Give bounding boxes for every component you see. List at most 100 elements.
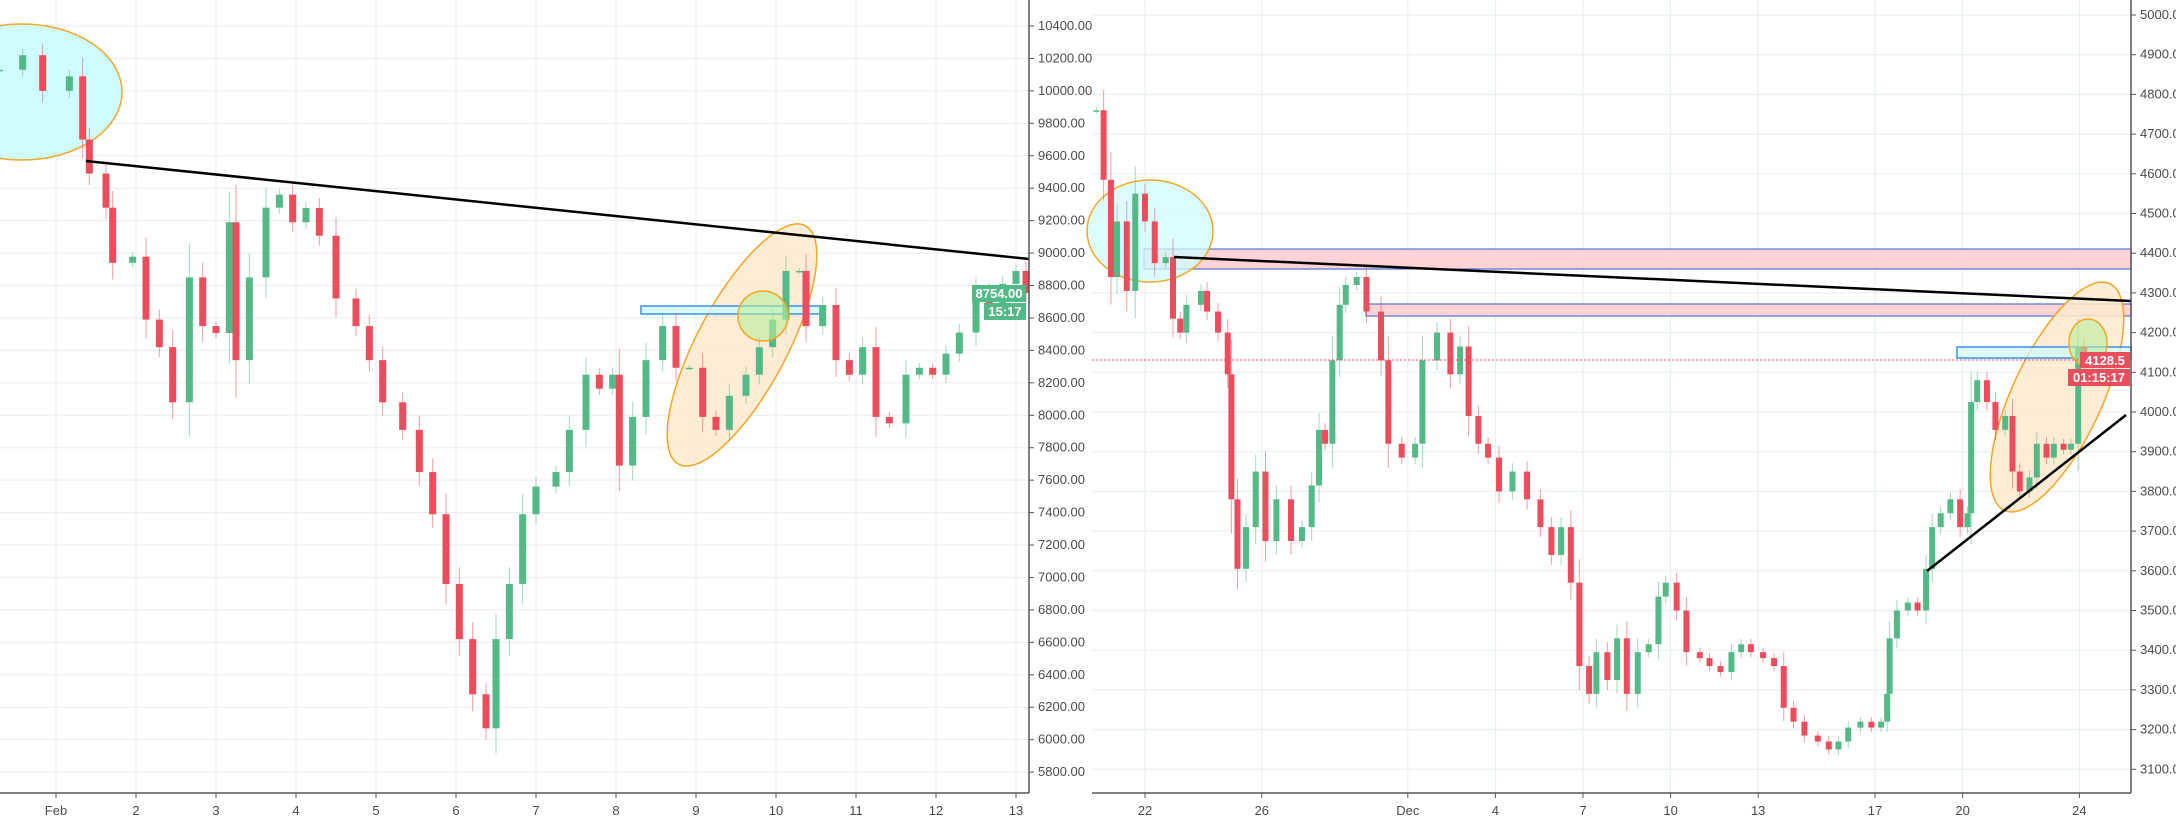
candle-down (1107, 179, 1114, 278)
candle-down (469, 639, 477, 695)
candle-up (642, 360, 650, 417)
candle-up (1308, 485, 1315, 528)
candle-down (1717, 666, 1724, 673)
candle-up (1593, 652, 1600, 694)
candle-down (1747, 644, 1754, 653)
candle-up (2050, 443, 2057, 458)
candle-up (582, 374, 590, 430)
blue-resistance-box[interactable] (640, 305, 822, 315)
candle-down (155, 319, 163, 348)
candle-down (1780, 666, 1787, 708)
x-tick-label: Dec (1396, 803, 1420, 818)
candle-down (142, 256, 150, 320)
candle-up (1093, 110, 1100, 112)
candle-up (1886, 638, 1893, 694)
candle-up (755, 347, 763, 375)
y-tick-label: 4800.0 (2140, 86, 2176, 101)
y-tick-label: 6000.00 (1038, 732, 1085, 747)
candle-up (1857, 721, 1864, 728)
candle-down (2009, 415, 2016, 472)
candle-down (332, 235, 340, 299)
candle-down (1142, 193, 1148, 222)
ascending-trendline-right[interactable] (1926, 414, 2127, 572)
candle-down (1814, 735, 1821, 742)
cyan-highlight-ellipse[interactable] (0, 23, 123, 161)
candle-up (565, 429, 573, 473)
candle-up (1114, 221, 1121, 278)
y-tick-label: 9400.00 (1038, 180, 1085, 195)
green-highlight-circle[interactable] (737, 290, 789, 342)
right-chart-panel: 3100.0 3200.0 3300.0 3400.0 3500.0 3600.0 3700… (1086, 0, 2176, 818)
candle-down (1623, 638, 1630, 694)
candle-down (455, 583, 463, 640)
x-tick-label: 13 (1751, 803, 1765, 818)
y-tick-label: 4500.0 (2140, 206, 2176, 221)
pink-resistance-zone-upper[interactable] (1143, 248, 2132, 270)
y-tick-label: 4700.0 (2140, 126, 2176, 141)
candle-up (1937, 513, 1944, 528)
candle-up (1162, 257, 1169, 264)
x-tick-label: 7 (1579, 803, 1586, 818)
candle-up (609, 374, 617, 389)
candle-up (2067, 443, 2074, 450)
candle-up (1558, 527, 1565, 555)
candle-down (1868, 721, 1875, 728)
candle-down (699, 367, 707, 417)
left-candles (0, 43, 1030, 754)
y-tick-label: 6200.00 (1038, 699, 1085, 714)
left-chart-panel: 5800.00 6000.00 6200.00 6400.00 6600.00 6800.… (0, 0, 1092, 818)
candle-down (1683, 610, 1690, 653)
candle-up (225, 222, 233, 334)
candle-up (552, 472, 560, 487)
y-tick-label: 3600.0 (2140, 563, 2176, 578)
candle-up (1728, 652, 1735, 673)
candle-down (39, 55, 47, 91)
right-countdown: 01:15:17 (2073, 370, 2125, 385)
candle-up (532, 486, 540, 515)
candle-up (2026, 477, 2033, 492)
orange-channel-ellipse[interactable] (639, 205, 845, 486)
candle-up (19, 55, 27, 70)
y-tick-label: 4400.0 (2140, 245, 2176, 260)
x-tick-label: 8 (612, 803, 619, 818)
candle-up (1197, 290, 1204, 305)
candle-up (2002, 415, 2009, 430)
candle-down (1234, 499, 1241, 569)
candle-up (505, 583, 513, 640)
candle-up (1655, 596, 1662, 645)
x-tick-label: Feb (45, 803, 67, 818)
candle-up (1012, 270, 1020, 284)
cyan-highlight-ellipse-right[interactable] (1086, 179, 1214, 283)
candle-down (429, 472, 437, 515)
y-tick-label: 8800.00 (1038, 278, 1085, 293)
candle-up (725, 395, 733, 430)
candle-up (1835, 741, 1842, 750)
candle-down (79, 76, 87, 140)
candle-down (482, 694, 490, 729)
y-tick-label: 9600.00 (1038, 148, 1085, 163)
candle-up (519, 514, 527, 584)
y-tick-label: 6400.00 (1038, 667, 1085, 682)
pink-resistance-zone-lower[interactable] (1365, 303, 2132, 317)
y-tick-label: 7400.00 (1038, 505, 1085, 520)
x-tick-label: 10 (1663, 803, 1677, 818)
candle-up (1974, 380, 1981, 403)
candle-up (262, 207, 270, 278)
candle-up (1273, 499, 1280, 542)
candle-down (1228, 374, 1235, 500)
candle-down (1447, 332, 1454, 375)
y-tick-label: 5800.00 (1038, 764, 1085, 779)
descending-trendline[interactable] (85, 159, 1030, 261)
candle-up (1845, 727, 1852, 742)
candle-down (1485, 443, 1492, 458)
x-tick-label: 7 (532, 803, 539, 818)
descending-trendline-right[interactable] (1173, 255, 2132, 303)
candle-up (1412, 443, 1419, 458)
candle-down (1771, 658, 1778, 667)
candle-up (902, 374, 910, 424)
x-tick-label: 6 (452, 803, 459, 818)
candle-up (1242, 527, 1249, 569)
candle-up (1645, 644, 1652, 653)
candle-down (1604, 652, 1611, 680)
y-tick-label: 3700.0 (2140, 523, 2176, 538)
